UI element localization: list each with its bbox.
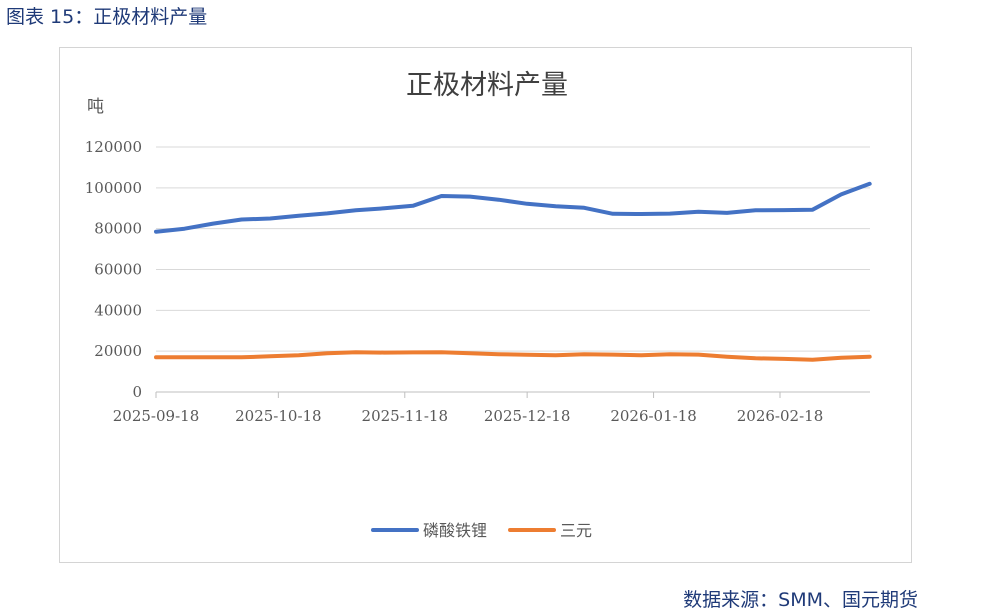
y-tick-label: 60000 xyxy=(94,261,142,279)
x-tick-label: 2025-10-18 xyxy=(235,407,321,425)
x-tick-label: 2025-12-18 xyxy=(484,407,570,425)
series-lines xyxy=(154,181,872,362)
y-axis-tick-labels: 0 20000 40000 60000 80000 100000 120000 xyxy=(85,138,142,401)
x-tick-label: 2025-11-18 xyxy=(362,407,448,425)
chart-frame: 正极材料产量 吨 0 20000 40000 60000 80000 100000 1200… xyxy=(59,47,912,563)
chart-title: 正极材料产量 xyxy=(406,70,568,101)
production-line-chart: 正极材料产量 吨 0 20000 40000 60000 80000 100000 1200… xyxy=(85,70,872,540)
source-note: 数据来源：SMM、国元期货 xyxy=(683,589,918,611)
legend-label: 磷酸铁锂 xyxy=(423,521,487,540)
series-line-lfp xyxy=(154,181,872,234)
series-line-ternary xyxy=(154,350,872,362)
y-tick-label: 40000 xyxy=(94,301,142,319)
gridlines xyxy=(155,146,870,398)
legend-label: 三元 xyxy=(560,521,592,540)
figure-caption: 图表 15：正极材料产量 xyxy=(6,6,208,28)
x-tick-label: 2026-01-18 xyxy=(610,407,696,425)
x-axis-tick-labels: 2025-09-18 2025-10-18 2025-11-18 2025-12-18… xyxy=(113,407,823,425)
y-axis-unit-label: 吨 xyxy=(87,97,104,117)
legend: 磷酸铁锂 三元 xyxy=(371,521,592,540)
y-tick-label: 20000 xyxy=(94,342,142,360)
x-tick-label: 2025-09-18 xyxy=(113,407,199,425)
y-tick-label: 120000 xyxy=(85,138,142,156)
x-tick-label: 2026-02-18 xyxy=(737,407,823,425)
y-tick-label: 0 xyxy=(132,383,142,401)
y-tick-label: 100000 xyxy=(85,179,142,197)
y-tick-label: 80000 xyxy=(94,220,142,238)
